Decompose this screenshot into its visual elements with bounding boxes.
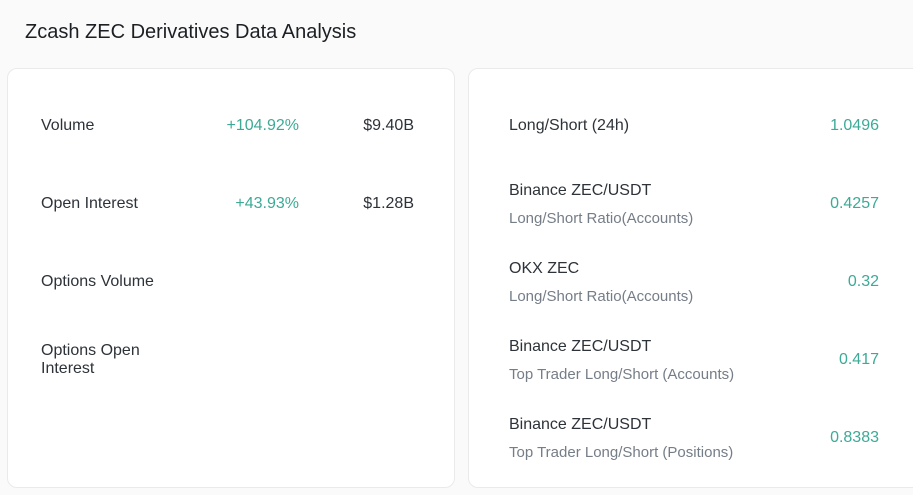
ratio-label: Binance ZEC/USDT	[509, 337, 652, 355]
ratio-row-binance-top-trader-accounts: Binance ZEC/USDT Top Trader Long/Short (…	[469, 321, 913, 399]
metric-label: Options Volume	[41, 273, 154, 290]
metric-value: $1.28B	[363, 195, 414, 212]
ratio-sublabel: Top Trader Long/Short (Accounts)	[509, 365, 735, 383]
ratio-row-binance-accounts: Binance ZEC/USDT Long/Short Ratio(Accoun…	[469, 165, 913, 243]
metric-label: Volume	[41, 117, 95, 134]
ratio-sublabel: Long/Short Ratio(Accounts)	[509, 287, 694, 305]
ratio-label: Binance ZEC/USDT	[509, 415, 652, 433]
ratio-label: Binance ZEC/USDT	[509, 181, 652, 199]
ratio-row-binance-top-trader-positions: Binance ZEC/USDT Top Trader Long/Short (…	[469, 399, 913, 477]
ratio-value: 0.417	[838, 351, 879, 368]
metric-row-open-interest: Open Interest +43.93% $1.28B	[8, 165, 454, 243]
metric-value: $9.40B	[363, 117, 414, 134]
derivatives-cards-row: Volume +104.92% $9.40B Open Interest +43…	[0, 68, 913, 488]
volume-metrics-card: Volume +104.92% $9.40B Open Interest +43…	[7, 68, 455, 488]
ratio-value: 0.8383	[830, 429, 879, 446]
long-short-ratios-card: Long/Short (24h) 1.0496 Binance ZEC/USDT…	[468, 68, 913, 488]
metric-change: +104.92%	[226, 117, 299, 134]
ratio-sublabel: Long/Short Ratio(Accounts)	[509, 209, 694, 227]
ratio-label: Long/Short (24h)	[509, 117, 630, 134]
ratio-value: 0.4257	[830, 195, 879, 212]
ratio-labels: Binance ZEC/USDT Long/Short Ratio(Accoun…	[509, 180, 830, 229]
ratio-row-okx-accounts: OKX ZEC Long/Short Ratio(Accounts) 0.32	[469, 243, 913, 321]
ratio-row-long-short-24h: Long/Short (24h) 1.0496	[469, 87, 913, 165]
ratio-label: OKX ZEC	[509, 259, 580, 277]
ratio-labels: Long/Short (24h)	[509, 115, 830, 137]
ratio-labels: OKX ZEC Long/Short Ratio(Accounts)	[509, 258, 848, 307]
metric-label: Open Interest	[41, 195, 138, 212]
ratio-labels: Binance ZEC/USDT Top Trader Long/Short (…	[509, 414, 830, 463]
metric-label: Options Open Interest	[41, 342, 140, 377]
ratio-labels: Binance ZEC/USDT Top Trader Long/Short (…	[509, 336, 839, 385]
page-title: Zcash ZEC Derivatives Data Analysis	[25, 21, 357, 43]
metric-change: +43.93%	[235, 195, 299, 212]
ratio-value: 0.32	[847, 273, 879, 290]
ratio-value: 1.0496	[830, 117, 879, 134]
metric-row-options-open-interest: Options Open Interest	[8, 321, 454, 399]
ratio-sublabel: Top Trader Long/Short (Positions)	[509, 443, 734, 461]
metric-row-options-volume: Options Volume	[8, 243, 454, 321]
metric-row-volume: Volume +104.92% $9.40B	[8, 87, 454, 165]
